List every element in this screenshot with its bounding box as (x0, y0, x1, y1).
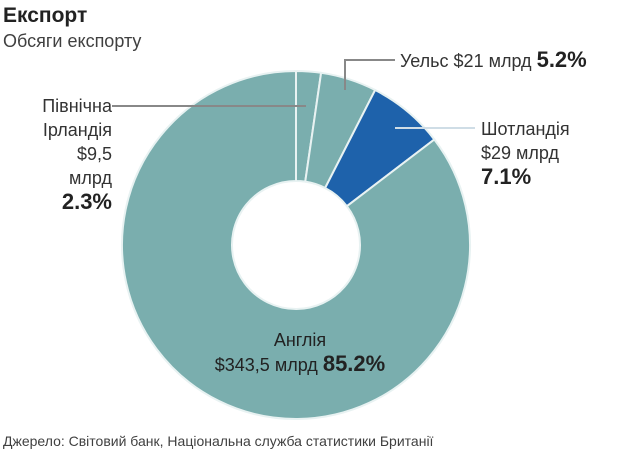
label-name: Північна (42, 96, 112, 116)
label-england: Англія $343,5 млрд 85.2% (180, 328, 420, 377)
source-note: Джерело: Світовий банк, Національна служ… (3, 433, 434, 449)
label-percent: 7.1% (481, 164, 532, 189)
label-amount: $343,5 млрд (214, 355, 318, 375)
label-percent: 5.2% (536, 47, 587, 72)
label-name: Уельс (400, 51, 449, 71)
chart-title: Експорт (3, 4, 88, 27)
label-amount: $29 млрд (481, 143, 560, 163)
leader-line (344, 59, 395, 90)
label-northern-ireland: Північна Ірландія $9,5 млрд 2.3% (30, 94, 112, 214)
label-name: Англія (273, 330, 327, 350)
label-scotland: Шотландія $29 млрд 7.1% (481, 117, 570, 189)
label-wales: Уельс $21 млрд 5.2% (400, 48, 587, 73)
label-amount: $9,5 млрд (69, 144, 112, 188)
chart-subtitle: Обсяги експорту (3, 31, 142, 51)
label-name: Ірландія (42, 120, 112, 140)
label-amount: $21 млрд (453, 51, 532, 71)
label-name: Шотландія (481, 119, 570, 139)
label-percent: 85.2% (322, 351, 386, 376)
slice-3 (121, 69, 471, 420)
label-percent: 2.3% (61, 189, 112, 214)
